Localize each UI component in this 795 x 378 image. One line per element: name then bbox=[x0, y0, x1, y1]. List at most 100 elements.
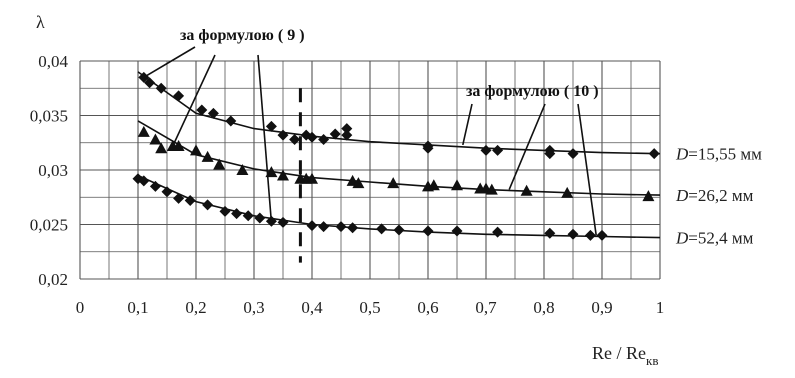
x-tick-label: 0,9 bbox=[591, 298, 612, 317]
data-point bbox=[561, 186, 574, 198]
data-point bbox=[149, 180, 161, 192]
annotations: за формулою ( 9 ) за формулою ( 10 ) bbox=[143, 27, 599, 236]
y-axis-label: λ bbox=[36, 12, 45, 32]
series-label: D=26,2 мм bbox=[675, 186, 754, 205]
data-point bbox=[567, 148, 579, 160]
data-point bbox=[376, 223, 388, 235]
data-point bbox=[184, 195, 196, 207]
data-point bbox=[584, 229, 596, 241]
data-point bbox=[480, 144, 492, 156]
data-point bbox=[544, 227, 556, 239]
series-label-prefix: D bbox=[675, 229, 689, 248]
x-tick-label: 0,6 bbox=[417, 298, 438, 317]
data-point bbox=[352, 177, 365, 189]
data-point bbox=[242, 210, 254, 222]
x-tick-label: 1 bbox=[656, 298, 665, 317]
data-point bbox=[202, 199, 214, 211]
fit-curve bbox=[137, 120, 661, 196]
data-point bbox=[173, 192, 185, 204]
data-point bbox=[341, 123, 353, 135]
data-point bbox=[318, 133, 330, 145]
data-point bbox=[492, 226, 504, 238]
leader-line bbox=[577, 103, 597, 236]
data-point bbox=[341, 129, 353, 141]
data-point bbox=[596, 229, 608, 241]
data-point bbox=[544, 148, 556, 160]
x-axis-label-sub: кв bbox=[646, 353, 658, 368]
data-point bbox=[190, 144, 202, 156]
data-point bbox=[277, 129, 289, 141]
leader-line bbox=[172, 54, 216, 147]
data-point bbox=[451, 179, 463, 191]
series-label: D=52,4 мм bbox=[675, 229, 754, 248]
data-point bbox=[387, 177, 400, 189]
data-point bbox=[219, 205, 231, 217]
data-point bbox=[207, 107, 219, 119]
leader-line bbox=[143, 46, 196, 79]
data-point bbox=[567, 228, 579, 240]
x-axis-label: Re / Reкв bbox=[592, 343, 658, 368]
x-tick-label: 0,5 bbox=[359, 298, 380, 317]
data-point bbox=[172, 140, 185, 152]
data-point bbox=[485, 183, 498, 195]
data-point bbox=[225, 115, 237, 127]
y-tick-label: 0,03 bbox=[38, 161, 68, 180]
leader-line bbox=[257, 54, 273, 223]
data-point bbox=[277, 216, 289, 228]
data-point bbox=[265, 166, 278, 178]
data-point bbox=[137, 125, 150, 137]
data-point bbox=[236, 164, 249, 175]
leader-line bbox=[462, 103, 473, 146]
data-point bbox=[393, 224, 405, 236]
x-axis-label-main: Re / Re bbox=[592, 343, 646, 363]
x-tick-label: 0,7 bbox=[475, 298, 497, 317]
x-tick-label: 0,4 bbox=[301, 298, 323, 317]
data-point bbox=[144, 77, 156, 89]
data-points bbox=[132, 71, 660, 241]
data-point bbox=[306, 131, 318, 143]
series-label: D=15,55 мм bbox=[675, 145, 762, 164]
data-point bbox=[213, 158, 226, 170]
x-tick-label: 0,1 bbox=[127, 298, 148, 317]
series-label-prefix: D bbox=[675, 145, 689, 164]
series-label-prefix: D bbox=[675, 186, 689, 205]
data-point bbox=[138, 175, 150, 187]
y-tick-label: 0,04 bbox=[38, 52, 68, 71]
annotation-leader-lines bbox=[143, 46, 597, 236]
data-point bbox=[155, 142, 168, 154]
data-point bbox=[196, 104, 208, 116]
data-point bbox=[492, 144, 504, 156]
data-point bbox=[254, 212, 266, 224]
y-tick-label: 0,02 bbox=[38, 270, 68, 289]
data-point bbox=[161, 186, 173, 198]
series-label-suffix: =26,2 мм bbox=[688, 186, 753, 205]
data-point bbox=[422, 225, 434, 237]
data-point bbox=[642, 190, 655, 202]
data-point bbox=[155, 82, 167, 94]
data-point bbox=[451, 225, 463, 237]
data-point bbox=[149, 133, 162, 145]
data-point bbox=[427, 179, 440, 191]
x-tick-label: 0 bbox=[76, 298, 85, 317]
series-label-suffix: =15,55 мм bbox=[688, 145, 762, 164]
data-point bbox=[265, 120, 277, 132]
series-label-suffix: =52,4 мм bbox=[688, 229, 753, 248]
data-point bbox=[422, 142, 434, 154]
data-point bbox=[231, 208, 243, 220]
data-point bbox=[648, 148, 660, 160]
annotation-formula-9: за формулою ( 9 ) bbox=[180, 27, 305, 44]
data-point bbox=[520, 184, 533, 196]
annotation-formula-10: за формулою ( 10 ) bbox=[466, 83, 599, 100]
data-point bbox=[335, 221, 347, 233]
data-point bbox=[347, 222, 359, 234]
x-tick-label: 0,3 bbox=[243, 298, 264, 317]
x-tick-label: 0,2 bbox=[185, 298, 206, 317]
data-point bbox=[173, 90, 185, 102]
data-point bbox=[306, 172, 318, 184]
y-tick-label: 0,035 bbox=[30, 107, 68, 126]
x-tick-label: 0,8 bbox=[533, 298, 554, 317]
data-point bbox=[306, 220, 318, 232]
tick-labels: 0 0,1 0,2 0,3 0,4 0,5 0,6 0,7 0,8 0,9 1 0,02 0,025 0,… bbox=[30, 52, 665, 317]
leader-line bbox=[508, 103, 546, 190]
